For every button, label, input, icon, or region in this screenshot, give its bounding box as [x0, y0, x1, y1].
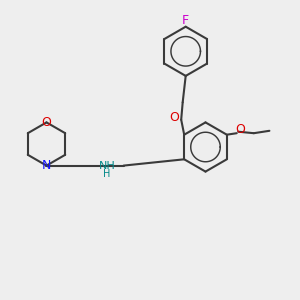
Text: F: F — [182, 14, 189, 27]
Text: N: N — [42, 159, 51, 172]
Text: O: O — [170, 111, 179, 124]
Text: O: O — [41, 116, 51, 129]
Text: H: H — [103, 169, 110, 179]
Text: O: O — [235, 123, 244, 136]
Text: NH: NH — [98, 161, 115, 171]
